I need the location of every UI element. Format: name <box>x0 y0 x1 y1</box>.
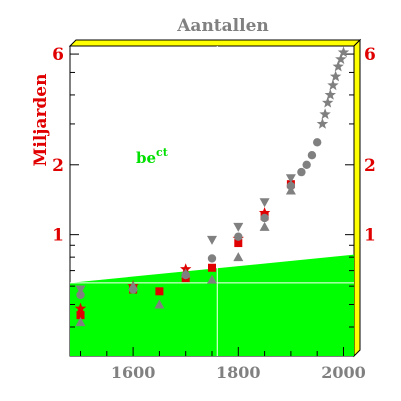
star-marker <box>337 46 350 58</box>
x-tick-labels: 1600 1800 2000 <box>111 363 366 382</box>
y-tick-label-right: 1 <box>364 226 376 246</box>
frame-right-face <box>353 38 361 358</box>
star-marker <box>324 88 336 100</box>
triangle-up-marker <box>154 299 165 309</box>
star-marker <box>327 79 339 91</box>
circle-marker <box>76 290 85 300</box>
circle-marker <box>260 213 269 223</box>
y-axis-label: Miljarden <box>31 74 51 167</box>
triangle-up-marker <box>75 317 86 327</box>
y-tick-labels-left: 1 2 6 <box>52 45 64 246</box>
square-marker <box>155 287 164 296</box>
green-band-area <box>70 254 354 356</box>
circle-marker <box>307 150 317 160</box>
square-marker <box>76 311 85 320</box>
star-marker <box>316 117 329 129</box>
circle-marker <box>312 138 322 147</box>
annotation-text: be <box>136 149 156 167</box>
annotation-label: bect <box>136 146 169 167</box>
triangle-down-marker <box>233 222 244 232</box>
circle-marker <box>128 285 138 294</box>
circle-marker <box>207 254 217 263</box>
triangle-up-marker <box>207 274 217 284</box>
y-tick-label-left: 1 <box>52 226 64 246</box>
circle-marker <box>181 270 190 280</box>
triangle-down-marker <box>207 235 217 245</box>
x-tick-label: 1600 <box>111 363 156 382</box>
star-marker <box>335 53 347 65</box>
y-tick-labels-right: 1 2 6 <box>364 45 376 246</box>
star-marker <box>74 302 87 314</box>
y-tick-label-right: 6 <box>364 45 376 65</box>
frame-top-face <box>68 39 362 47</box>
star-marker <box>322 96 334 108</box>
star-marker <box>332 60 344 72</box>
annotation-superscript: ct <box>156 146 169 159</box>
star-marker <box>258 207 271 218</box>
circle-marker <box>234 232 243 241</box>
triangle-down-marker <box>285 174 296 184</box>
triangle-down-marker <box>259 198 270 208</box>
y-tick-label-left: 2 <box>52 156 64 176</box>
triangle-down-marker <box>75 285 86 295</box>
circle-marker <box>302 160 311 169</box>
data-markers <box>74 46 350 327</box>
axis-ticks <box>70 53 354 356</box>
square-marker <box>234 239 243 248</box>
triangle-up-marker <box>259 221 270 231</box>
star-marker <box>329 70 342 82</box>
star-marker <box>319 108 331 120</box>
chart-title: Aantallen <box>176 16 269 36</box>
x-tick-label: 1800 <box>216 363 261 382</box>
circle-marker <box>297 167 306 177</box>
green-band <box>70 254 354 356</box>
triangle-up-marker <box>233 252 244 262</box>
x-tick-label: 2000 <box>321 363 366 382</box>
y-tick-label-left: 6 <box>52 45 64 65</box>
square-marker <box>208 263 216 272</box>
circle-marker <box>286 181 296 191</box>
y-tick-label-right: 2 <box>364 156 376 176</box>
